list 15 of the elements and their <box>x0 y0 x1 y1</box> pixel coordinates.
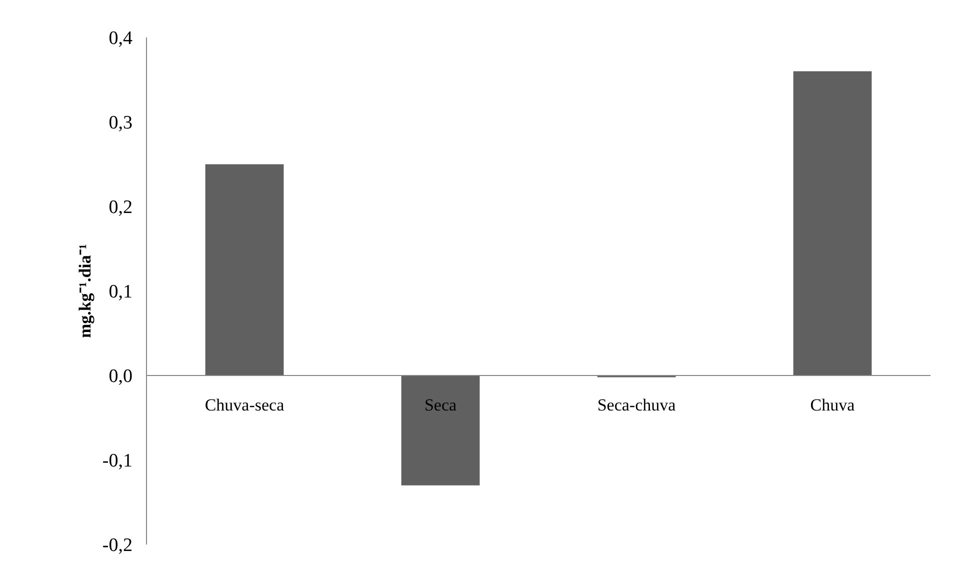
y-axis-title: mg.kg⁻¹.dia⁻¹ <box>75 244 94 338</box>
bar <box>401 376 480 486</box>
y-tick-label: 0,4 <box>108 28 133 49</box>
bar <box>793 71 872 376</box>
x-tick-label: Chuva <box>810 396 856 414</box>
x-tick-label: Seca-chuva <box>597 396 676 414</box>
y-tick-label: -0,2 <box>102 535 132 556</box>
y-tick-label: 0,2 <box>108 197 132 218</box>
y-tick-label: -0,1 <box>102 450 132 472</box>
bar <box>205 164 284 376</box>
x-tick-label: Chuva-seca <box>204 396 285 414</box>
y-tick-label: 0,3 <box>108 112 132 134</box>
y-tick-label: 0,0 <box>108 366 132 387</box>
x-tick-label: Seca <box>424 396 457 414</box>
y-tick-label: 0,1 <box>108 282 132 302</box>
